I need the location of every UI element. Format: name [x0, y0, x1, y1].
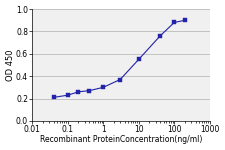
Y-axis label: OD 450: OD 450 [6, 49, 15, 81]
X-axis label: Recombinant ProteinConcentration(ng/ml): Recombinant ProteinConcentration(ng/ml) [40, 135, 202, 144]
